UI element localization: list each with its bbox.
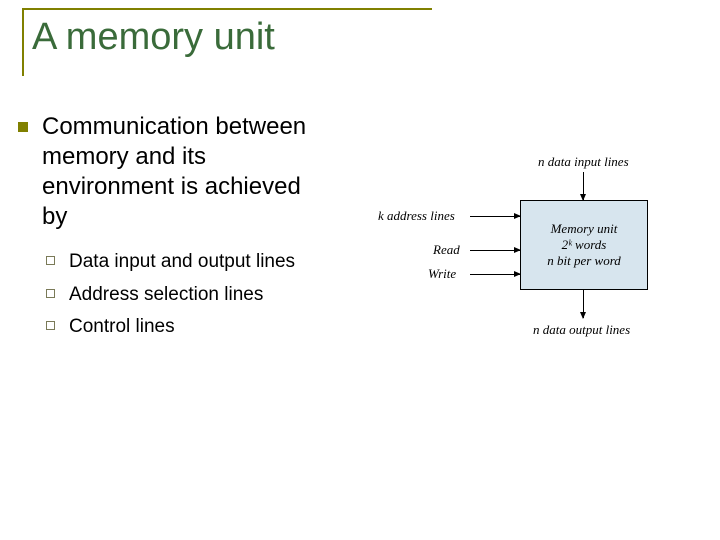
sub-bullet-text: Address selection lines [69, 283, 263, 308]
arrow-right-icon [470, 216, 520, 217]
hollow-square-icon [46, 321, 55, 330]
hollow-square-icon [46, 256, 55, 265]
write-label: Write [428, 266, 456, 282]
box-line3: n bit per word [521, 253, 647, 269]
sub-bullet-text: Data input and output lines [69, 250, 295, 275]
arrow-right-icon [470, 250, 520, 251]
bullet-level2: Data input and output lines [46, 250, 318, 275]
bullet-level2: Address selection lines [46, 283, 318, 308]
slide-title: A memory unit [32, 16, 432, 59]
read-label: Read [433, 242, 460, 258]
box-line1: Memory unit [521, 221, 647, 237]
hollow-square-icon [46, 289, 55, 298]
arrow-down-icon [583, 290, 584, 318]
square-bullet-icon [18, 122, 28, 132]
address-lines-label: k address lines [378, 208, 455, 224]
arrow-down-icon [583, 172, 584, 200]
title-container: A memory unit [22, 8, 432, 76]
top-input-label: n data input lines [538, 154, 629, 170]
bullet-level2: Control lines [46, 315, 318, 340]
sub-bullet-text: Control lines [69, 315, 175, 340]
bullet1-text: Communication between memory and its env… [42, 112, 318, 232]
memory-unit-diagram: n data input lines Memory unit 2ᵏ words … [378, 150, 708, 380]
memory-unit-box: Memory unit 2ᵏ words n bit per word [520, 200, 648, 290]
bottom-output-label: n data output lines [533, 322, 630, 338]
box-line2: 2ᵏ words [521, 237, 647, 253]
bullet-level1: Communication between memory and its env… [18, 112, 318, 232]
arrow-right-icon [470, 274, 520, 275]
content-area: Communication between memory and its env… [18, 112, 318, 348]
